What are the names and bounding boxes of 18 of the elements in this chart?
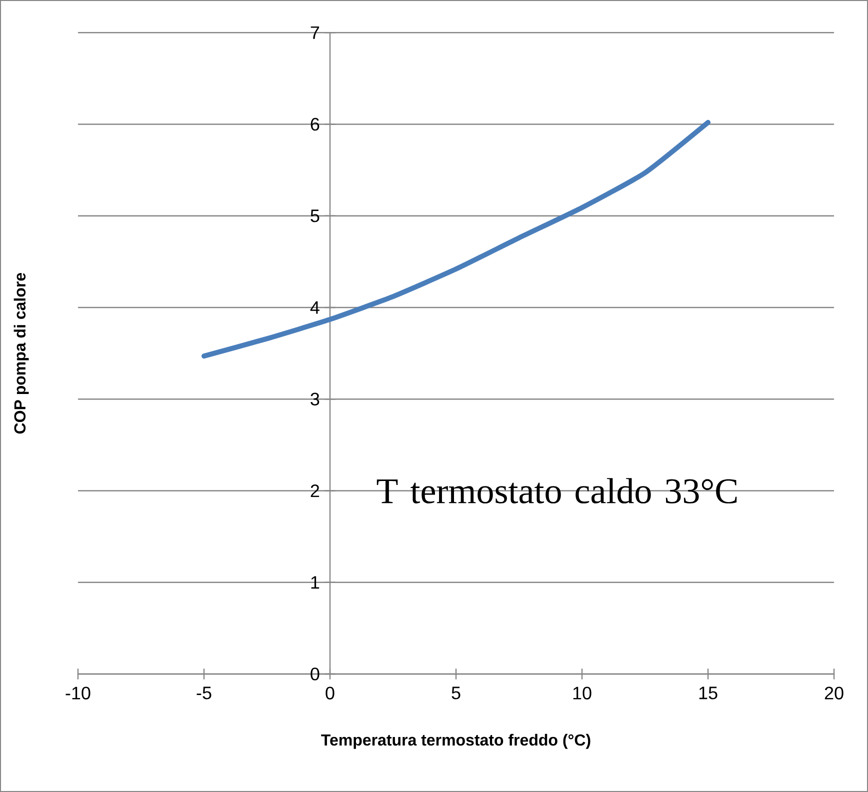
y-tick-label: 5 (310, 210, 320, 222)
x-tick-label: 0 (326, 686, 334, 700)
x-tick-label: 10 (573, 686, 592, 700)
y-tick-label: 3 (310, 392, 320, 406)
y-tick-label: 4 (310, 301, 320, 314)
x-axis-title: Temperatura termostato freddo (°C) (321, 734, 590, 749)
y-tick-label: 7 (310, 26, 320, 39)
x-tick-label: -5 (196, 686, 212, 700)
x-tick-label: 20 (824, 686, 844, 700)
x-tick-label: 15 (699, 686, 718, 700)
y-axis-title: COP pompa di calore (14, 272, 29, 434)
y-tick-label: 1 (311, 576, 320, 589)
x-tick-label: 5 (452, 686, 460, 700)
y-tick-label: 2 (310, 484, 320, 498)
annotation: T termostato caldo 33°C (376, 478, 737, 504)
x-tick-label: -10 (66, 686, 90, 700)
y-tick-label: 6 (310, 118, 320, 131)
y-tick-label: 0 (310, 668, 320, 680)
